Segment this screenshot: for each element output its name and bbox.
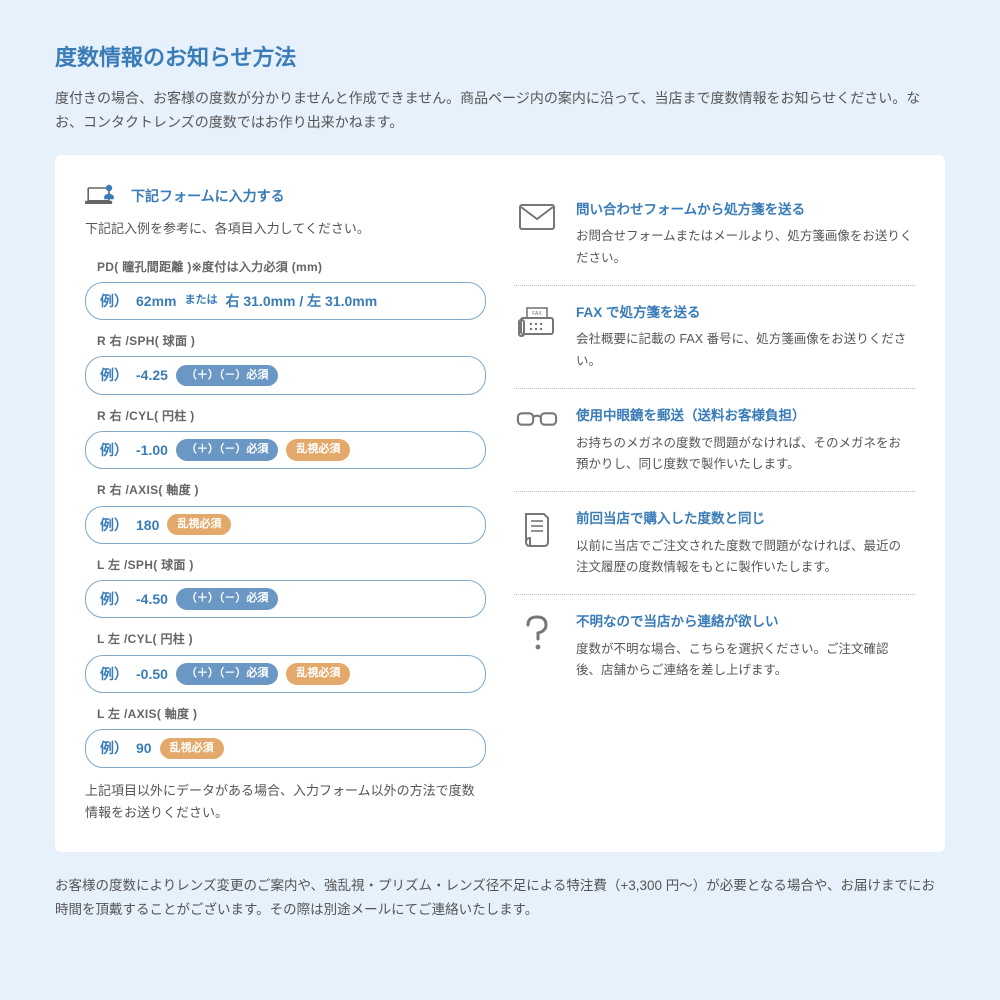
required-sign-pill: （＋）（－）必須	[176, 365, 279, 387]
method-title: 問い合わせフォームから処方箋を送る	[576, 199, 913, 221]
example-prefix: 例）	[100, 663, 128, 685]
example-prefix: 例）	[100, 737, 128, 759]
method-item: 使用中眼鏡を郵送（送料お客様負担） お持ちのメガネの度数で問題がなければ、そのメガ…	[514, 388, 915, 491]
doc-icon	[516, 508, 558, 578]
example-suffix: または	[184, 292, 217, 310]
form-header: 下記フォームに入力する	[85, 183, 486, 209]
form-bottom-note: 上記項目以外にデータがある場合、入力フォーム以外の方法で度数情報をお送りください…	[85, 780, 486, 824]
method-content: 使用中眼鏡を郵送（送料お客様負担） お持ちのメガネの度数で問題がなければ、そのメガ…	[576, 405, 913, 475]
required-sign-pill: （＋）（－）必須	[176, 439, 279, 461]
glasses-icon	[516, 405, 558, 475]
example-value: 180	[136, 514, 159, 536]
footer-note: お客様の度数によりレンズ変更のご案内や、強乱視・プリズム・レンズ径不足による特注…	[55, 874, 945, 923]
form-instruction: 下記記入例を参考に、各項目入力してください。	[85, 219, 486, 240]
question-icon	[516, 611, 558, 681]
form-title: 下記フォームに入力する	[131, 185, 285, 207]
example-value: 90	[136, 737, 152, 759]
astigmatism-pill: 乱視必須	[167, 514, 231, 536]
method-desc: 会社概要に記載の FAX 番号に、処方箋画像をお送りください。	[576, 329, 913, 372]
example-value: -0.50	[136, 663, 168, 685]
main-container: 下記フォームに入力する 下記記入例を参考に、各項目入力してください。 PD( 瞳…	[55, 155, 945, 852]
astigmatism-pill: 乱視必須	[160, 738, 224, 760]
example-value: -1.00	[136, 439, 168, 461]
required-sign-pill: （＋）（－）必須	[176, 588, 279, 610]
astigmatism-pill: 乱視必須	[286, 439, 350, 461]
example-prefix: 例）	[100, 514, 128, 536]
field-label: L 左 /CYL( 円柱 )	[97, 630, 486, 649]
method-title: 使用中眼鏡を郵送（送料お客様負担）	[576, 405, 913, 427]
method-content: FAX で処方箋を送る会社概要に記載の FAX 番号に、処方箋画像をお送りくださ…	[576, 302, 913, 372]
method-content: 前回当店で購入した度数と同じ以前に当店でご注文された度数で問題がなければ、最近の…	[576, 508, 913, 578]
field-label: L 左 /AXIS( 軸度 )	[97, 705, 486, 724]
method-content: 問い合わせフォームから処方箋を送るお問合せフォームまたはメールより、処方箋画像を…	[576, 199, 913, 269]
example-prefix: 例）	[100, 588, 128, 610]
svg-text:FAX: FAX	[532, 311, 542, 317]
method-content: 不明なので当店から連絡が欲しい度数が不明な場合、こちらを選択ください。ご注文確認…	[576, 611, 913, 681]
field-example-box: 例） 180 乱視必須	[85, 506, 486, 544]
example-prefix: 例）	[100, 290, 128, 312]
page-heading: 度数情報のお知らせ方法	[55, 40, 945, 75]
method-desc: お問合せフォームまたはメールより、処方箋画像をお送りください。	[576, 226, 913, 269]
field-label: L 左 /SPH( 球面 )	[97, 556, 486, 575]
required-sign-pill: （＋）（－）必須	[176, 663, 279, 685]
example-value: -4.25	[136, 364, 168, 386]
field-example-box: 例） 62mm または 右 31.0mm / 左 31.0mm	[85, 282, 486, 320]
field-example-box: 例） 90 乱視必須	[85, 729, 486, 767]
field-label: R 右 /AXIS( 軸度 )	[97, 481, 486, 500]
form-column: 下記フォームに入力する 下記記入例を参考に、各項目入力してください。 PD( 瞳…	[85, 183, 486, 824]
example-prefix: 例）	[100, 439, 128, 461]
method-title: 前回当店で購入した度数と同じ	[576, 508, 913, 530]
example-value-2: 右 31.0mm / 左 31.0mm	[225, 290, 377, 312]
method-item: 不明なので当店から連絡が欲しい度数が不明な場合、こちらを選択ください。ご注文確認…	[514, 594, 915, 697]
field-label: R 右 /CYL( 円柱 )	[97, 407, 486, 426]
method-desc: お持ちのメガネの度数で問題がなければ、そのメガネをお預かりし、同じ度数で製作いた…	[576, 433, 913, 476]
example-value: 62mm	[136, 290, 176, 312]
method-item: 前回当店で購入した度数と同じ以前に当店でご注文された度数で問題がなければ、最近の…	[514, 491, 915, 594]
field-example-box: 例） -1.00 （＋）（－）必須乱視必須	[85, 431, 486, 469]
method-title: FAX で処方箋を送る	[576, 302, 913, 324]
mail-icon	[516, 199, 558, 269]
page-subtitle: 度付きの場合、お客様の度数が分かりませんと作成できません。商品ページ内の案内に沿…	[55, 87, 945, 135]
field-example-box: 例） -4.50 （＋）（－）必須	[85, 580, 486, 618]
method-desc: 度数が不明な場合、こちらを選択ください。ご注文確認後、店舗からご連絡を差し上げま…	[576, 639, 913, 682]
method-title: 不明なので当店から連絡が欲しい	[576, 611, 913, 633]
methods-column: 問い合わせフォームから処方箋を送るお問合せフォームまたはメールより、処方箋画像を…	[514, 183, 915, 824]
field-label: R 右 /SPH( 球面 )	[97, 332, 486, 351]
example-prefix: 例）	[100, 364, 128, 386]
field-example-box: 例） -0.50 （＋）（－）必須乱視必須	[85, 655, 486, 693]
field-example-box: 例） -4.25 （＋）（－）必須	[85, 356, 486, 394]
astigmatism-pill: 乱視必須	[286, 663, 350, 685]
laptop-user-icon	[85, 183, 117, 209]
example-value: -4.50	[136, 588, 168, 610]
field-label: PD( 瞳孔間距離 )※度付は入力必須 (mm)	[97, 258, 486, 277]
method-desc: 以前に当店でご注文された度数で問題がなければ、最近の注文履歴の度数情報をもとに製…	[576, 536, 913, 579]
method-item: 問い合わせフォームから処方箋を送るお問合せフォームまたはメールより、処方箋画像を…	[514, 183, 915, 285]
method-item: FAX FAX で処方箋を送る会社概要に記載の FAX 番号に、処方箋画像をお送り…	[514, 285, 915, 388]
fax-icon: FAX	[516, 302, 558, 372]
